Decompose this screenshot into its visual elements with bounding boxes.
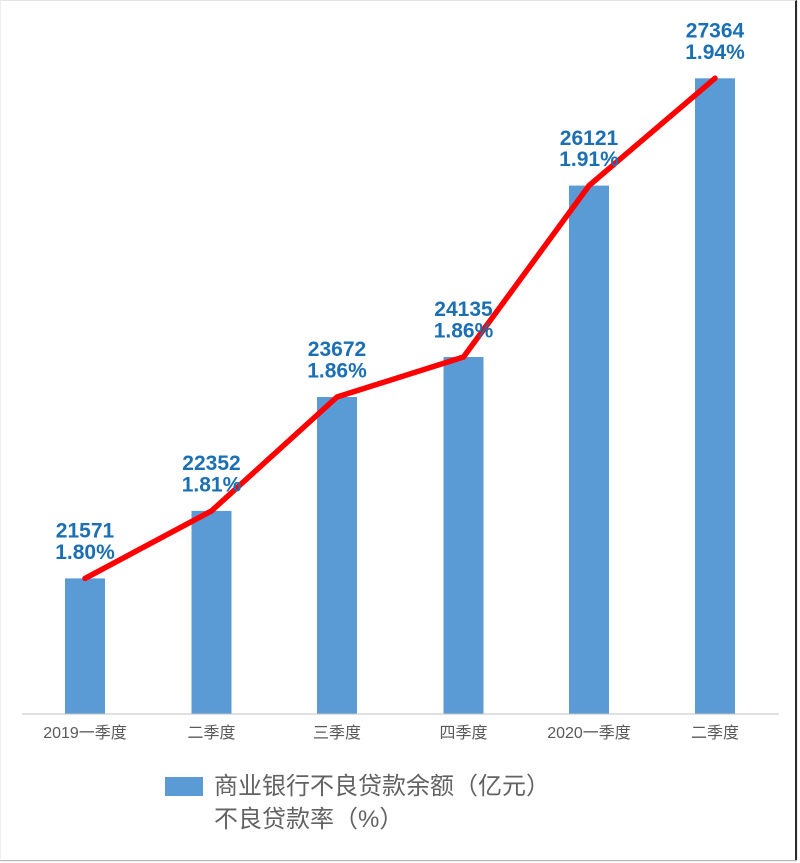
svg-text:21571: 21571 [56,520,115,543]
svg-text:二季度: 二季度 [187,724,235,742]
svg-text:不良贷款率（%）: 不良贷款率（%） [214,806,403,833]
svg-text:2020一季度: 2020一季度 [547,724,631,742]
svg-text:24135: 24135 [434,298,493,321]
svg-text:四季度: 四季度 [439,724,487,742]
svg-text:1.81%: 1.81% [182,473,242,496]
svg-text:1.86%: 1.86% [434,320,494,343]
svg-text:二季度: 二季度 [691,724,739,742]
svg-text:22352: 22352 [182,452,240,475]
svg-text:26121: 26121 [560,127,619,150]
svg-text:1.80%: 1.80% [55,541,115,564]
svg-text:1.91%: 1.91% [559,148,619,171]
svg-text:1.86%: 1.86% [307,360,367,383]
svg-text:27364: 27364 [686,20,745,43]
svg-text:商业银行不良贷款余额（亿元）: 商业银行不良贷款余额（亿元） [214,773,550,800]
svg-text:三季度: 三季度 [313,724,361,742]
svg-text:2019一季度: 2019一季度 [43,724,127,742]
svg-text:1.94%: 1.94% [685,41,745,64]
svg-text:23672: 23672 [308,338,366,361]
